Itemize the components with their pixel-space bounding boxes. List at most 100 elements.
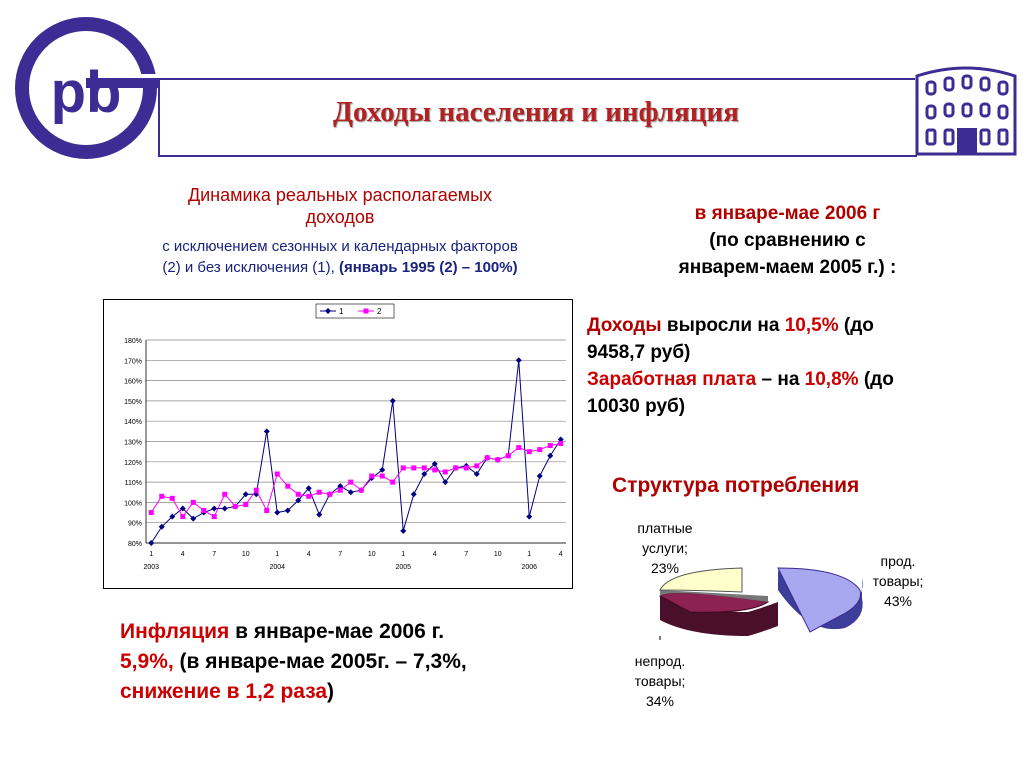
pie-label-food: прод. товары; 43% — [858, 551, 938, 611]
x-tick-label: 1 — [275, 551, 279, 558]
data-point-2 — [201, 508, 207, 514]
data-point-1 — [337, 483, 344, 490]
legend-marker-1 — [325, 308, 331, 314]
data-point-1 — [526, 513, 533, 520]
x-tick-label: 7 — [338, 551, 342, 558]
period-heading: в январе-мае 2006 г (по сравнению с янва… — [620, 200, 955, 281]
data-point-2 — [232, 503, 238, 509]
dynamics-subtitle-line1: с исключением сезонных и календарных фак… — [162, 238, 518, 255]
data-point-2 — [537, 447, 543, 453]
data-point-2 — [243, 501, 249, 507]
wage-pct: 10,8% — [804, 369, 859, 390]
income-pct: 10,5% — [784, 315, 839, 336]
period-heading-line1: в январе-мае 2006 г — [694, 203, 881, 224]
pie-label-food-l2: товары; — [872, 573, 924, 589]
year-label: 2004 — [269, 564, 285, 571]
dynamics-title-line1: Динамика реальных располагаемых — [187, 185, 493, 205]
pie-label-nonfood-l1: непрод. — [634, 653, 686, 669]
data-point-1 — [158, 523, 165, 530]
data-point-2 — [180, 514, 186, 520]
data-point-2 — [558, 441, 564, 447]
wage-line2: 10030 руб) — [587, 396, 686, 417]
y-tick-label: 130% — [124, 440, 142, 447]
data-point-1 — [547, 452, 554, 459]
legend-label-2: 2 — [377, 307, 382, 316]
data-point-1 — [442, 479, 449, 486]
data-point-2 — [295, 491, 301, 497]
y-tick-label: 170% — [124, 358, 142, 365]
income-line-chart-svg: 80% 90% 100% 110% 120% 130% 140% 150% 160% 170% 18… — [124, 303, 566, 571]
y-tick-label: 90% — [128, 521, 142, 528]
data-point-1 — [473, 470, 480, 477]
data-point-2 — [337, 487, 343, 493]
dynamics-subtitle-bold: (январь 1995 (2) – 100%) — [338, 259, 518, 276]
x-tick-label: 4 — [433, 551, 437, 558]
inflation-word: Инфляция — [120, 620, 230, 643]
data-point-2 — [348, 479, 354, 485]
data-point-1 — [431, 460, 438, 467]
data-point-1 — [211, 505, 218, 512]
legend-marker-2 — [363, 308, 369, 314]
income-line2: 9458,7 руб) — [587, 342, 691, 363]
data-point-1 — [400, 527, 407, 534]
data-point-2 — [222, 491, 228, 497]
data-point-1 — [263, 428, 270, 435]
data-point-2 — [159, 493, 165, 499]
x-tick-label: 1 — [149, 551, 153, 558]
data-point-2 — [453, 465, 459, 471]
data-point-2 — [516, 445, 522, 451]
data-point-2 — [211, 514, 217, 520]
year-label: 2003 — [143, 564, 159, 571]
period-heading-line3: январем-маем 2005 г.) : — [678, 257, 897, 278]
data-point-2 — [547, 443, 553, 449]
data-point-1 — [169, 513, 176, 520]
x-tick-label: 4 — [307, 551, 311, 558]
data-point-2 — [484, 455, 490, 461]
x-tick-label: 7 — [212, 551, 216, 558]
y-tick-label: 180% — [124, 338, 142, 345]
income-word: Доходы — [587, 315, 662, 336]
pie-label-nonfood-l3: 34% — [645, 693, 675, 709]
building-icon — [915, 66, 1017, 156]
data-point-1 — [179, 505, 186, 512]
pie-label-services-l3: 23% — [650, 560, 680, 576]
data-point-1 — [347, 489, 354, 496]
data-point-1 — [221, 505, 228, 512]
y-tick-label: 100% — [124, 500, 142, 507]
data-point-2 — [432, 467, 438, 473]
y-tick-label: 160% — [124, 379, 142, 386]
x-tick-label: 10 — [368, 551, 376, 558]
legend-label-1: 1 — [339, 307, 344, 316]
y-tick-label: 110% — [125, 480, 142, 487]
wage-mid: – на — [756, 369, 805, 390]
page-title: Доходы населения и инфляция — [333, 96, 739, 128]
data-point-1 — [379, 466, 386, 473]
year-label: 2005 — [395, 564, 411, 571]
data-point-1 — [274, 509, 281, 516]
data-point-2 — [274, 471, 280, 477]
inflation-summary: Инфляция в январе-мае 2006 г. 5,9%, (в я… — [120, 617, 580, 707]
data-point-2 — [411, 465, 417, 471]
data-point-1 — [536, 473, 543, 480]
data-point-2 — [327, 491, 333, 497]
data-point-1 — [148, 540, 155, 546]
dynamics-subtitle: с исключением сезонных и календарных фак… — [110, 236, 570, 278]
pie-label-services: платные услуги; 23% — [620, 518, 710, 578]
header-top-line — [158, 78, 915, 80]
data-point-2 — [463, 465, 469, 471]
data-point-1 — [242, 491, 249, 498]
y-tick-label: 140% — [124, 419, 142, 426]
data-point-2 — [474, 463, 480, 469]
y-tick-label: 150% — [124, 399, 142, 406]
x-tick-label: 7 — [464, 551, 468, 558]
data-point-2 — [526, 449, 532, 455]
data-point-2 — [306, 493, 312, 499]
dynamics-title-line2: доходов — [305, 207, 375, 227]
data-point-2 — [190, 499, 196, 505]
wage-tail: (до — [858, 369, 894, 390]
data-point-1 — [295, 497, 302, 504]
data-point-2 — [505, 453, 511, 459]
inflation-close: ) — [327, 680, 335, 703]
data-point-1 — [316, 511, 323, 518]
x-tick-label: 10 — [494, 551, 502, 558]
